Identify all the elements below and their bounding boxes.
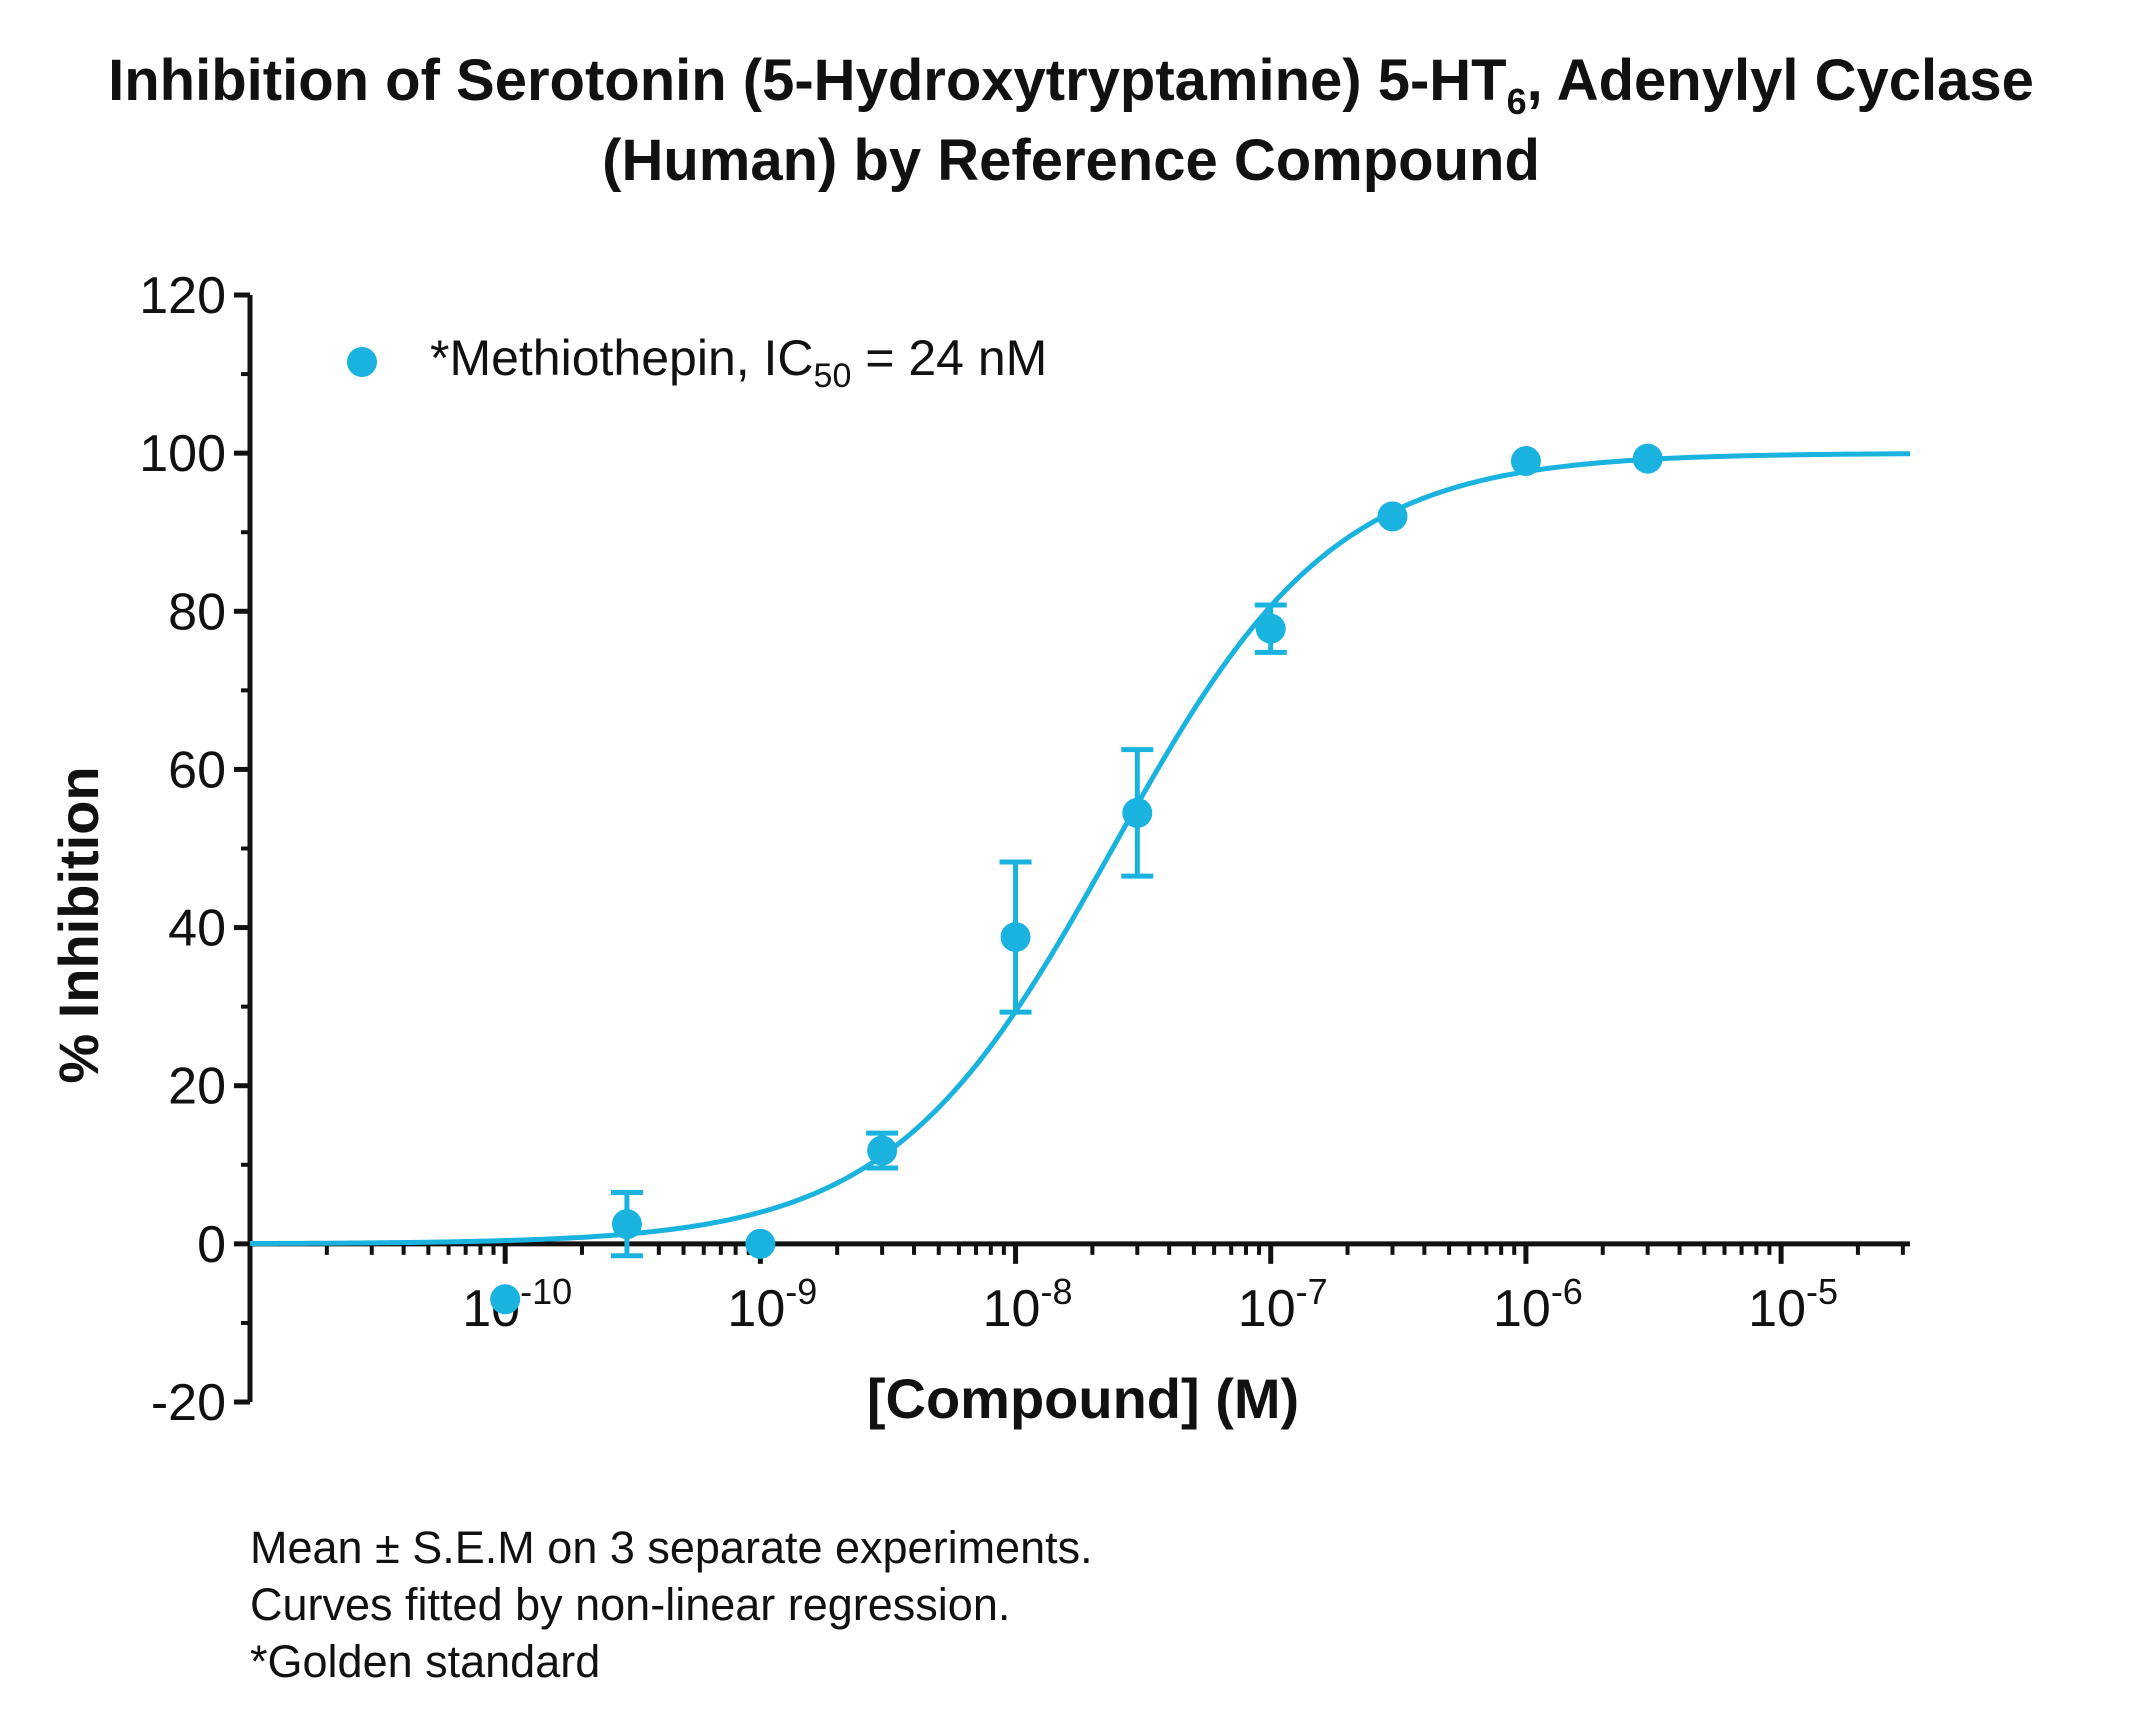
- x-tick-label: 10-5: [1748, 1271, 1838, 1338]
- chart-title-subscript: 6: [1507, 81, 1527, 122]
- x-tick-label: 10-7: [1238, 1271, 1328, 1338]
- footnote-line: Mean ± S.E.M on 3 separate experiments.: [250, 1522, 1093, 1573]
- x-tick-label: 10-9: [727, 1271, 817, 1338]
- fit-curve: [249, 451, 1911, 1247]
- y-tick-label: 60: [168, 741, 226, 799]
- chart-title-line2: (Human) by Reference Compound: [602, 128, 1540, 193]
- data-point: [1255, 613, 1286, 644]
- y-tick-label: 40: [168, 900, 226, 958]
- footnote-line: *Golden standard: [250, 1636, 600, 1687]
- y-tick-label: 80: [168, 583, 226, 641]
- data-point: [1510, 446, 1541, 477]
- data-point: [1122, 797, 1153, 828]
- data-point: [490, 1284, 521, 1315]
- y-axis-title: % Inhibition: [47, 766, 110, 1083]
- x-axis-title: [Compound] (M): [867, 1367, 1299, 1430]
- fit-curve-layer: [249, 451, 1911, 1247]
- legend: *Methiothepin, IC50 = 24 nM: [347, 330, 1047, 395]
- data-point: [1377, 501, 1408, 532]
- data-point: [611, 1209, 642, 1240]
- y-tick-label: 0: [197, 1216, 226, 1274]
- legend-label-subscript: 50: [814, 357, 852, 395]
- legend-label-main: *Methiothepin, IC: [430, 330, 814, 386]
- data-points: [490, 443, 1663, 1315]
- data-point: [1000, 922, 1031, 953]
- legend-label: *Methiothepin, IC50 = 24 nM: [430, 330, 1047, 395]
- y-tick-label: 120: [139, 267, 226, 325]
- data-point: [745, 1228, 776, 1259]
- footnote-line: Curves fitted by non-linear regression.: [250, 1579, 1010, 1630]
- chart-title-tail: , Adenylyl Cyclase: [1527, 48, 2034, 113]
- legend-marker: [347, 347, 377, 377]
- legend-label-tail: = 24 nM: [851, 330, 1047, 386]
- chart-title-main: Inhibition of Serotonin (5-Hydroxytrypta…: [108, 48, 1506, 113]
- data-point: [1632, 443, 1663, 474]
- x-tick-label: 10-6: [1493, 1271, 1583, 1338]
- y-tick-label: 100: [139, 425, 226, 483]
- x-tick-label: 10-8: [983, 1271, 1073, 1338]
- data-point: [867, 1135, 898, 1166]
- chart-title-line1: Inhibition of Serotonin (5-Hydroxytrypta…: [108, 48, 2034, 122]
- y-tick-label: 20: [168, 1058, 226, 1116]
- footnotes: Mean ± S.E.M on 3 separate experiments. …: [250, 1522, 1093, 1687]
- y-tick-label: -20: [151, 1374, 226, 1432]
